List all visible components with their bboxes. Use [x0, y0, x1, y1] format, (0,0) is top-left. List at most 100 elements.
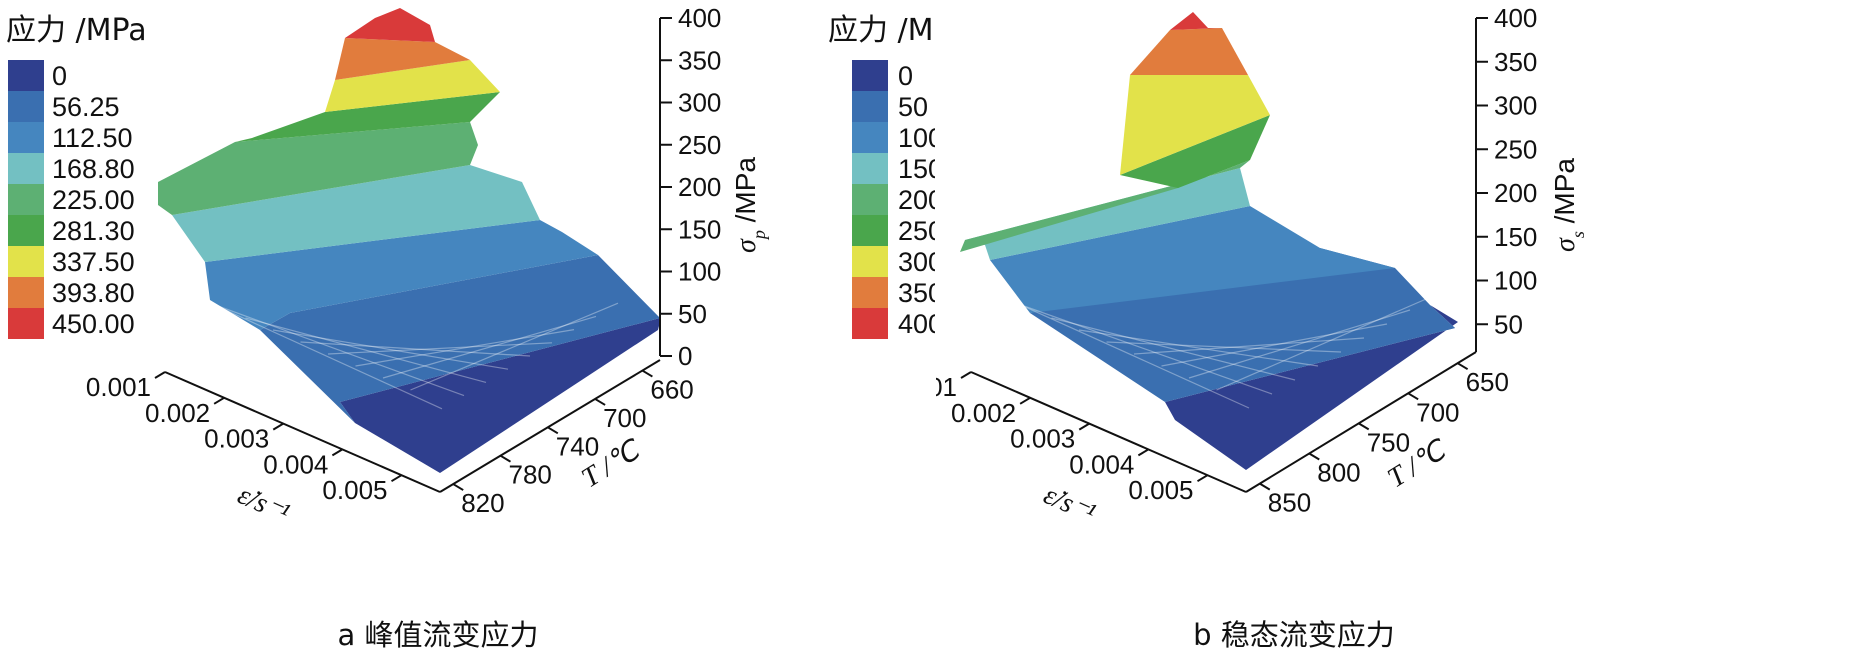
- strain-rate-tick-label: 0.003: [1010, 424, 1075, 454]
- mesh-line: [355, 329, 575, 367]
- axes-b: 50 100 150 200 250 300 350 400 σs /MPa 0.0010.002…: [936, 3, 1588, 529]
- surface-mesh: [996, 293, 1434, 409]
- strain-rate-axis-title: ε̇/s⁻¹: [233, 479, 294, 529]
- temperature-tick-mark: [1457, 362, 1469, 371]
- legend-title: 应力 /MPa: [6, 13, 147, 48]
- temperature-tick-mark: [1358, 422, 1370, 431]
- strain-rate-tick-label: 0.003: [204, 424, 269, 454]
- legend-swatch-3: [852, 122, 888, 153]
- surface-band-7: [1120, 75, 1270, 175]
- strain-rate-tick-mark: [1137, 448, 1149, 457]
- z-tick-label: 50: [1494, 309, 1523, 339]
- legend-swatch-2: [8, 91, 44, 122]
- legend-label-4: 168.80: [52, 154, 135, 184]
- strain-rate-axis-title: ε̇/s⁻¹: [1039, 479, 1100, 529]
- z-tick-label: 200: [1494, 178, 1537, 208]
- legend-label-8: 393.80: [52, 278, 135, 308]
- temperature-tick-label: 820: [461, 488, 504, 518]
- strain-rate-tick-label: 0.004: [263, 449, 328, 479]
- z-tick-label: 400: [678, 3, 721, 33]
- temperature-tick-label: 700: [603, 403, 646, 433]
- surface-chart-b: 50 100 150 200 250 300 350 400 σs /MPa 0.0010.002…: [936, 3, 1588, 652]
- temperature-tick-mark: [499, 454, 512, 463]
- strain-rate-tick-mark: [154, 371, 166, 379]
- legend-swatch-5: [852, 184, 888, 215]
- temperature-tick-label: 650: [1466, 367, 1509, 397]
- surface-band-6: [235, 92, 500, 142]
- strain-rate-tick-label: 0.005: [1128, 475, 1193, 505]
- z-tick-label: 150: [678, 214, 721, 244]
- surface-band-8: [335, 38, 470, 80]
- z-tick-label: 350: [1494, 47, 1537, 77]
- surface-band-4: [172, 165, 540, 262]
- z-axis-title: σs /MPa: [1549, 158, 1588, 252]
- strain-rate-tick-mark: [390, 474, 403, 483]
- temperature-tick-label: 740: [556, 431, 599, 461]
- strain-rate-tick-mark: [272, 422, 284, 431]
- legend-label-5: 225.00: [52, 185, 135, 215]
- legend-swatch-9: [8, 308, 44, 339]
- z-tick-label: 50: [678, 299, 707, 329]
- legend-label-5: 200: [898, 185, 935, 215]
- legend-label-6: 250: [898, 216, 935, 246]
- legend-title: 应力 /MPa: [828, 13, 935, 48]
- legend-label-7: 337.50: [52, 247, 135, 277]
- surface-band-6: [1120, 115, 1270, 188]
- temperature-tick-mark: [1259, 482, 1271, 491]
- z-tick-label: 350: [678, 45, 721, 75]
- mesh-line: [1188, 309, 1411, 379]
- surface-a: [158, 8, 660, 473]
- strain-rate-tick-mark: [213, 396, 225, 405]
- strain-rate-tick-mark: [331, 448, 343, 457]
- surface-band-5: [960, 160, 1250, 252]
- legend-swatch-7: [852, 246, 888, 277]
- legend-label-6: 281.30: [52, 216, 135, 246]
- surface-band-3: [205, 220, 598, 330]
- mesh-line: [245, 317, 487, 383]
- temperature-axis-line: [1245, 351, 1477, 493]
- mesh-line: [1023, 305, 1273, 395]
- surface-band-4: [965, 168, 1250, 260]
- legend-label-9: 450.00: [52, 309, 135, 339]
- legend-label-9: 400: [898, 309, 935, 339]
- temperature-tick-label: 700: [1416, 397, 1459, 427]
- surface-band-9: [1170, 12, 1222, 30]
- strain-rate-tick-label: 0.001: [86, 372, 151, 402]
- temperature-tick-mark: [1407, 392, 1419, 401]
- legend-swatch-7: [8, 246, 44, 277]
- strain-rate-tick-mark: [1078, 422, 1090, 431]
- temperature-tick-mark: [547, 426, 559, 435]
- temperature-tick-mark: [1308, 452, 1320, 461]
- surface-band-2: [260, 255, 660, 423]
- mesh-line: [996, 293, 1250, 409]
- mesh-line: [217, 305, 465, 397]
- surface-mesh: [190, 293, 619, 410]
- surface-band-7: [325, 60, 500, 112]
- mesh-line: [1133, 337, 1365, 355]
- figure-caption-a: a 峰值流变应力: [338, 618, 539, 652]
- z-tick-label: 0: [678, 341, 692, 371]
- z-tick-label: 150: [1494, 222, 1537, 252]
- strain-rate-tick-label: 0.005: [322, 475, 387, 505]
- strain-rate-tick-label: 0.002: [145, 398, 210, 428]
- temperature-tick-mark: [452, 483, 464, 491]
- legend-label-1: 0: [898, 61, 913, 91]
- surface-band-8: [1130, 28, 1248, 75]
- temperature-tick-mark: [641, 369, 653, 378]
- mesh-line: [300, 341, 531, 357]
- strain-rate-tick-mark: [1196, 474, 1209, 483]
- mesh-line: [190, 293, 443, 410]
- legend-swatch-4: [852, 153, 888, 184]
- legend-swatch-9: [852, 308, 888, 339]
- z-axis-title: σp /MPa: [730, 157, 769, 253]
- legend-swatch-6: [852, 215, 888, 246]
- z-tick-label: 100: [1494, 266, 1537, 296]
- chart-panel-b: 50 100 150 200 250 300 350 400 σs /MPa 0.0010.002…: [936, 0, 1871, 659]
- mesh-line: [1051, 317, 1296, 381]
- strain-rate-tick-label: 0.002: [951, 398, 1016, 428]
- temperature-axis-line: [439, 359, 661, 493]
- legend-swatch-8: [8, 277, 44, 308]
- surface-band-3: [990, 206, 1395, 313]
- legend-swatch-4: [8, 153, 44, 184]
